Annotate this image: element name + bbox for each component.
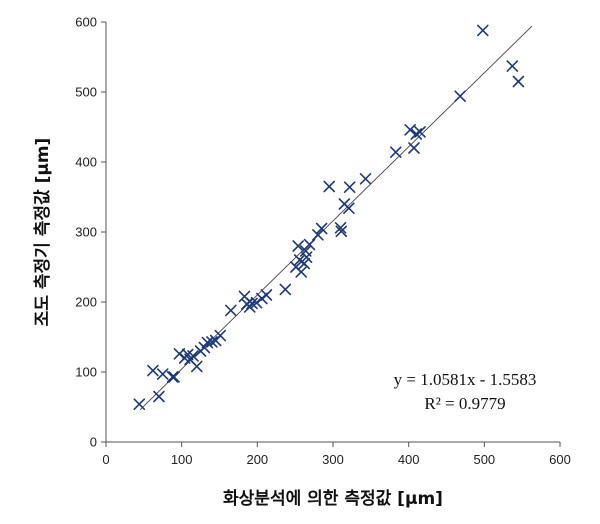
data-point [477, 24, 489, 37]
x-tick-label: 200 [246, 452, 268, 467]
data-point [454, 90, 466, 102]
y-tick-label: 300 [75, 225, 97, 240]
data-point [133, 398, 146, 411]
y-axis-title: 조도 측정기 측정값 [μm] [33, 138, 53, 327]
data-point [168, 371, 180, 383]
trendline-equation: y = 1.0581x - 1.5583 [394, 370, 537, 389]
x-axis-title: 화상분석에 의한 측정값 [μm] [223, 489, 443, 509]
y-tick-label: 500 [75, 85, 97, 100]
x-tick-label: 100 [171, 452, 193, 467]
data-point [359, 173, 372, 185]
data-point [187, 350, 199, 362]
data-point [404, 124, 416, 136]
data-point [512, 75, 525, 88]
data-point [312, 229, 324, 241]
data-point [408, 142, 420, 154]
y-tick-label: 600 [75, 15, 97, 30]
x-tick-label: 600 [549, 452, 571, 467]
data-point [334, 222, 347, 234]
data-point [147, 364, 159, 377]
data-point [198, 341, 211, 354]
data-point [295, 266, 308, 278]
x-tick-label: 300 [322, 452, 344, 467]
data-point [214, 329, 227, 342]
data-point [506, 60, 519, 72]
data-point [323, 180, 336, 193]
x-tick-label: 400 [398, 452, 420, 467]
data-point [335, 225, 348, 238]
data-point [390, 146, 402, 158]
data-point [153, 390, 165, 403]
data-point [225, 304, 237, 317]
data-point [279, 283, 292, 296]
data-point [246, 297, 258, 310]
data-point [292, 240, 304, 252]
y-tick-label: 200 [75, 295, 97, 310]
data-point [343, 181, 356, 193]
data-point [300, 251, 313, 264]
data-point [298, 257, 311, 270]
x-tick-label: 0 [102, 452, 109, 467]
x-tick-label: 500 [473, 452, 495, 467]
data-point [343, 202, 355, 214]
data-point [206, 336, 218, 348]
data-point [315, 222, 328, 235]
data-point [303, 238, 316, 251]
data-point [191, 360, 203, 373]
y-tick-label: 400 [75, 155, 97, 170]
data-points [133, 24, 525, 411]
y-tick-label: 0 [90, 435, 97, 450]
data-point [166, 371, 179, 383]
y-tick-label: 100 [75, 365, 97, 380]
data-point [260, 289, 273, 301]
x-ticks: 0 100 200 300 400 500 600 [102, 442, 571, 467]
data-point [414, 126, 426, 138]
r-squared: R² = 0.9779 [424, 394, 505, 413]
y-ticks: 0 100 200 300 400 500 600 [75, 15, 106, 450]
data-point [156, 368, 169, 380]
